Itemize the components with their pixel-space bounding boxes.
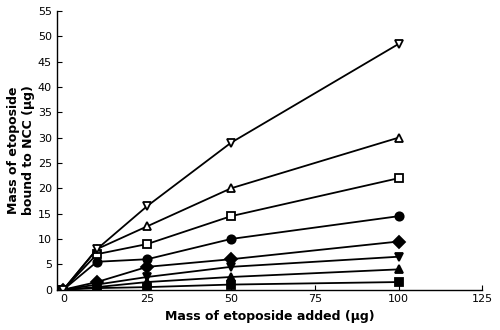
X-axis label: Mass of etoposide added (μg): Mass of etoposide added (μg): [165, 310, 374, 323]
Y-axis label: Mass of etoposide
bound to NCC (μg): Mass of etoposide bound to NCC (μg): [7, 85, 35, 215]
